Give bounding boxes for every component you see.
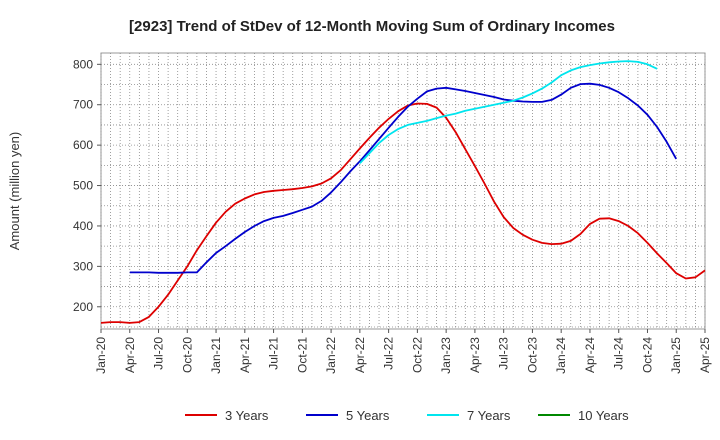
x-tick-label: Apr-23	[468, 337, 482, 373]
y-tick-label: 200	[73, 300, 93, 314]
legend-label: 7 Years	[467, 408, 511, 423]
y-axis-ticks: 200 300 400 500 600 700 800	[73, 57, 101, 314]
x-tick-label: Jan-23	[439, 337, 453, 374]
series-line-7-years	[359, 60, 658, 164]
x-tick-label: Jan-22	[324, 337, 338, 374]
legend-label: 10 Years	[578, 408, 629, 423]
series-line-3-years	[100, 102, 706, 324]
y-tick-label: 600	[73, 138, 93, 152]
x-tick-label: Oct-23	[525, 337, 539, 373]
y-axis-title: Amount (million yen)	[7, 132, 22, 251]
x-tick-label: Jul-21	[267, 337, 281, 370]
x-tick-label: Jul-22	[382, 337, 396, 370]
x-tick-label: Jul-20	[152, 337, 166, 370]
x-tick-label: Jul-24	[612, 337, 626, 370]
x-tick-label: Oct-24	[640, 337, 654, 373]
y-tick-label: 400	[73, 219, 93, 233]
x-axis-ticks: Jan-20 Apr-20 Jul-20 Oct-20 Jan-21 Apr-21 Jul-…	[94, 329, 712, 374]
legend-label: 5 Years	[346, 408, 390, 423]
legend-label: 3 Years	[225, 408, 269, 423]
x-tick-label: Jan-21	[209, 337, 223, 374]
x-tick-label: Apr-21	[238, 337, 252, 373]
x-tick-label: Jan-20	[94, 337, 108, 374]
x-tick-label: Oct-21	[295, 337, 309, 373]
series-line-5-years	[129, 82, 677, 274]
y-tick-label: 300	[73, 259, 93, 273]
x-tick-label: Jan-24	[554, 337, 568, 374]
x-tick-label: Jul-23	[497, 337, 511, 370]
x-tick-label: Apr-25	[698, 337, 712, 373]
y-tick-label: 500	[73, 179, 93, 193]
legend: 3 Years 5 Years 7 Years 10 Years	[185, 408, 629, 423]
y-tick-label: 700	[73, 98, 93, 112]
x-tick-label: Oct-22	[410, 337, 424, 373]
x-tick-label: Apr-22	[353, 337, 367, 373]
x-tick-label: Apr-24	[583, 337, 597, 373]
x-tick-label: Apr-20	[123, 337, 137, 373]
chart-title: [2923] Trend of StDev of 12-Month Moving…	[129, 18, 615, 35]
x-tick-label: Jan-25	[669, 337, 683, 374]
plot-area	[100, 52, 706, 330]
series-lines	[100, 60, 706, 324]
x-tick-label: Oct-20	[180, 337, 194, 373]
y-tick-label: 800	[73, 57, 93, 71]
